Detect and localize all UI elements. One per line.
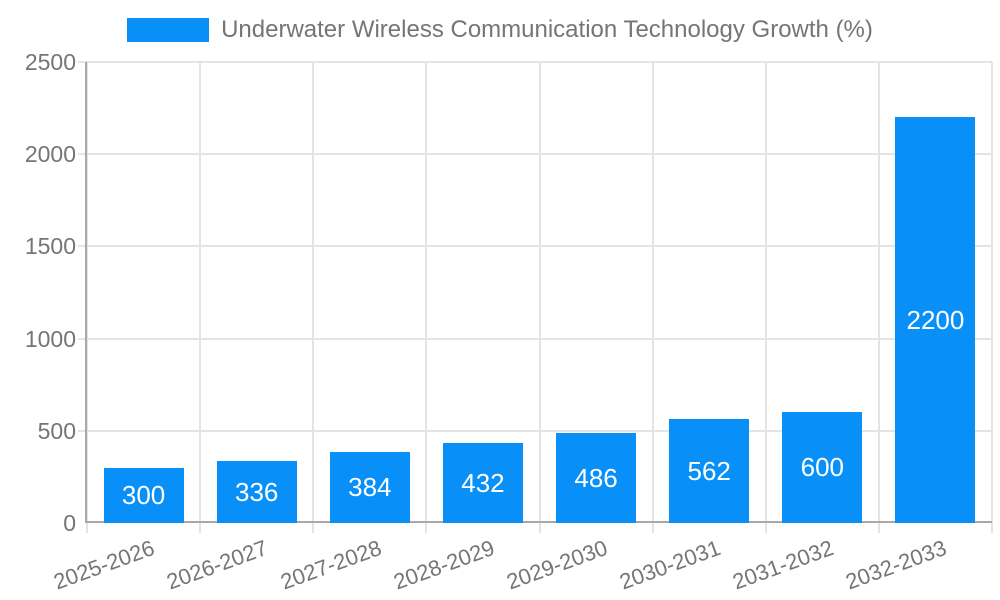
x-tick-label: 2025-2026 (50, 535, 159, 595)
gridline-v (764, 62, 767, 533)
y-axis-line (85, 62, 87, 523)
bar: 562 (669, 419, 750, 523)
bar-value-label: 600 (800, 452, 844, 483)
gridline-v (312, 62, 315, 533)
x-tick-label: 2028-2029 (390, 535, 498, 595)
y-tick-label: 500 (37, 417, 76, 444)
bar: 336 (216, 461, 297, 523)
chart-title: Underwater Wireless Communication Techno… (221, 16, 873, 43)
bar-value-label: 300 (121, 479, 166, 510)
bar-value-label: 336 (234, 476, 279, 507)
y-tick-label: 1000 (24, 325, 76, 352)
bar: 384 (329, 452, 410, 523)
bar: 2200 (895, 117, 976, 523)
y-tick-label: 1500 (24, 233, 76, 260)
x-tick-label: 2027-2028 (276, 535, 385, 595)
x-tick-label: 2031-2032 (729, 535, 837, 595)
x-tick-label: 2029-2030 (503, 535, 611, 595)
x-tick-label: 2030-2031 (616, 535, 724, 595)
gridline-h (78, 429, 992, 432)
legend-swatch (127, 18, 210, 42)
legend: Underwater Wireless Communication Techno… (0, 14, 1000, 46)
gridline-h (78, 245, 992, 248)
gridline-h (78, 337, 992, 340)
gridline-v (651, 62, 654, 533)
gridline-v (86, 62, 88, 533)
bar-value-label: 432 (461, 467, 505, 498)
gridline-v (877, 62, 880, 533)
y-tick-label: 0 (63, 510, 76, 536)
bar: 432 (442, 443, 523, 523)
bar: 486 (556, 433, 637, 523)
bar: 600 (782, 412, 863, 523)
gridline-h (78, 61, 992, 63)
bar-value-label: 384 (348, 472, 392, 503)
y-tick-label: 2000 (24, 141, 76, 168)
x-axis-line (85, 521, 992, 523)
x-tick-label: 2026-2027 (163, 535, 272, 595)
bar-value-label: 2200 (906, 304, 965, 335)
gridline-v (425, 62, 428, 533)
y-tick-label: 2500 (24, 49, 76, 75)
bar-value-label: 562 (687, 455, 731, 486)
x-tick-label: 2032-2033 (842, 535, 950, 595)
gridline-h (78, 153, 992, 156)
gridline-v (199, 62, 202, 533)
bar-value-label: 486 (574, 462, 618, 493)
gridline-v (991, 62, 993, 533)
bar: 300 (103, 467, 184, 523)
gridline-v (538, 62, 541, 533)
